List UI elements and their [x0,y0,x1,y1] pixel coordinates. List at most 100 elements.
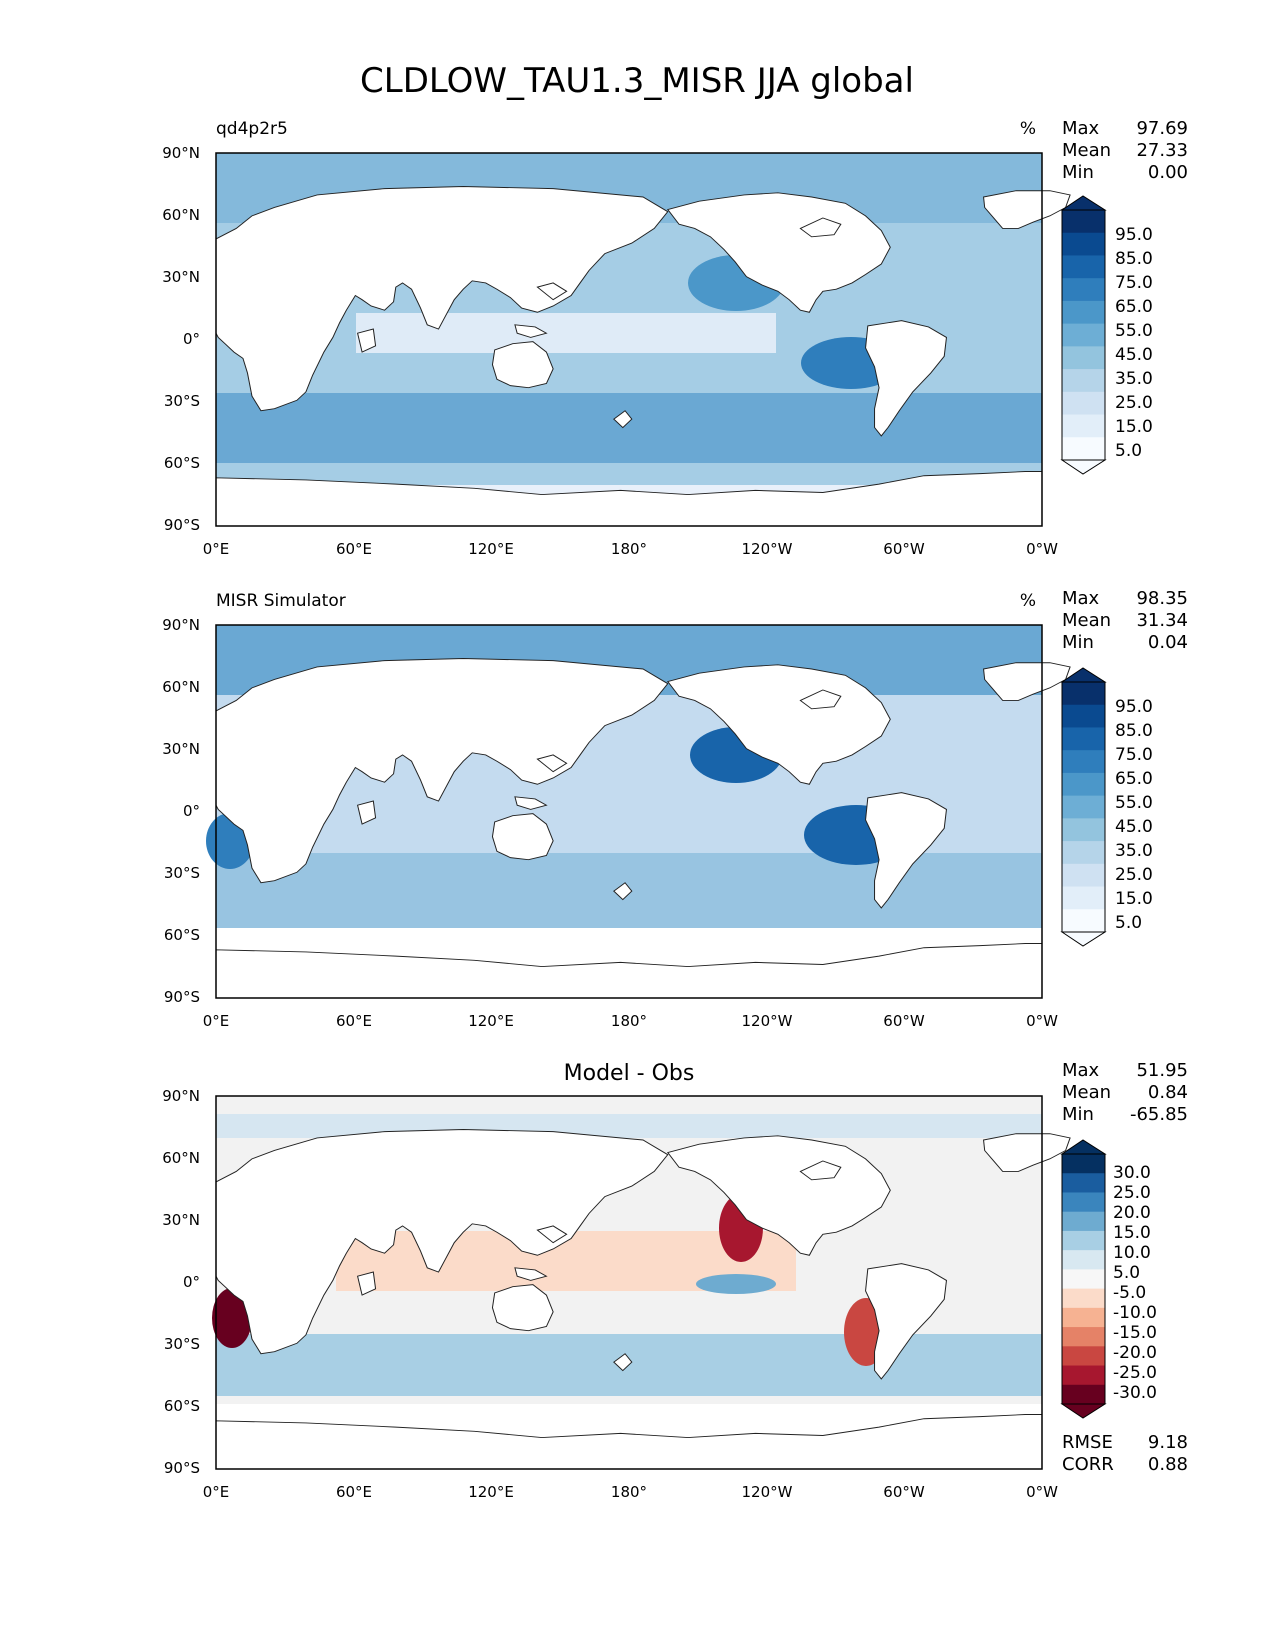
panel-difference-y-ticks: 90°N 60°N 30°N 0° 30°S 60°S 90°S [162,1087,200,1477]
stat-value: 31.34 [1136,610,1188,631]
lon-tick: 180° [611,1012,647,1030]
colorbar-swatch [1062,909,1105,933]
lon-tick: 0°W [1026,1012,1058,1030]
panel-test-x-ticks: 0°E 60°E 120°E 180° 120°W 60°W 0°W [203,540,1058,558]
colorbar-swatch [1062,818,1105,842]
stat-label: Mean [1062,610,1111,631]
lon-tick: 60°W [883,1483,925,1501]
stat-value: 27.33 [1136,140,1188,161]
colorbar-level: 25.0 [1113,1183,1151,1203]
colorbar-swatch [1062,1154,1105,1174]
stat-label: Min [1062,632,1094,653]
stat-value: 0.84 [1148,1082,1188,1103]
lon-tick: 0°W [1026,540,1058,558]
lon-tick: 0°E [203,540,230,558]
colorbar-level: 20.0 [1113,1203,1151,1223]
colorbar-level: 75.0 [1115,273,1153,293]
stat-value: 98.35 [1136,588,1188,609]
colorbar-swatch [1062,772,1105,797]
colorbar-level: 95.0 [1115,697,1153,717]
lat-tick: 30°N [162,740,200,758]
colorbar-level: 15.0 [1115,889,1153,909]
lon-tick: 60°E [336,540,372,558]
panel-difference-map [212,1095,1071,1470]
colorbar-swatch [1062,795,1105,819]
colorbar-level: 65.0 [1115,297,1153,317]
panel-difference-colorbar: 30.0 25.0 20.0 15.0 10.0 5.0 -5.0 -10.0 … [1060,1139,1157,1419]
lon-tick: 60°W [883,540,925,558]
colorbar-swatch [1062,750,1105,774]
colorbar-level: 10.0 [1113,1243,1151,1263]
colorbar-level: 5.0 [1115,441,1142,461]
lon-tick: 180° [611,540,647,558]
panel-reference-title: MISR Simulator [216,591,346,611]
stat-label: CORR [1062,1454,1114,1475]
colorbar-swatch [1062,1250,1105,1270]
lon-tick: 0°W [1026,1483,1058,1501]
colorbar-swatch [1062,1230,1105,1251]
colorbar-swatch [1062,1384,1105,1405]
lon-tick: 60°E [336,1483,372,1501]
panel-test-band-tropics [356,313,776,353]
colorbar-swatch [1062,346,1105,370]
panel-difference-title: Model - Obs [564,1061,695,1086]
stat-value: -65.85 [1130,1104,1188,1125]
colorbar-swatch [1062,255,1105,279]
panel-test-y-ticks: 90°N 60°N 30°N 0° 30°S 60°S 90°S [162,144,200,534]
colorbar-swatch [1062,1365,1105,1386]
panel-reference-frame [215,624,1043,999]
stat-value: 0.88 [1148,1454,1188,1475]
panel-difference-extra-stats: RMSE 9.18 CORR 0.88 [1062,1432,1188,1475]
colorbar-swatch [1062,278,1105,302]
stat-value: 0.00 [1148,162,1188,183]
lon-tick: 120°E [468,1483,514,1501]
lat-tick: 60°S [164,1397,200,1415]
lon-tick: 120°W [742,540,793,558]
colorbar-swatch [1062,886,1105,910]
colorbar-swatch [1062,300,1105,325]
lat-tick: 90°N [162,144,200,162]
lon-tick: 60°W [883,1012,925,1030]
colorbar-swatch [1062,863,1105,888]
panel-test-band-southern [216,393,1042,463]
panel-test-units: % [1020,119,1036,139]
lat-tick: 90°S [164,1459,200,1477]
colorbar-swatch [1062,1173,1105,1193]
colorbar-level: 30.0 [1113,1163,1151,1183]
colorbar-level: -10.0 [1113,1303,1157,1323]
panel-reference-units: % [1020,591,1036,611]
stat-label: Max [1062,588,1100,609]
colorbar-swatch [1062,1192,1105,1213]
colorbar-level: 5.0 [1113,1263,1140,1283]
lat-tick: 90°N [162,616,200,634]
stat-label: Mean [1062,140,1111,161]
lat-tick: 90°N [162,1087,200,1105]
panel-test-frame [215,152,1043,527]
colorbar-swatch [1062,391,1105,416]
panel-reference-map [206,624,1071,999]
panel-reference-stats: Max 98.35 Mean 31.34 Min 0.04 [1062,588,1188,653]
lat-tick: 0° [183,802,200,820]
colorbar-swatch [1062,1288,1105,1309]
panel-test: qd4p2r5 % Max 97.69 Mean 27.33 Min 0.00 [162,118,1188,558]
colorbar-swatch [1062,727,1105,751]
stat-label: Max [1062,1060,1100,1081]
colorbar-swatch [1062,323,1105,347]
panel-test-stats: Max 97.69 Mean 27.33 Min 0.00 [1062,118,1188,183]
colorbar-level: -20.0 [1113,1343,1157,1363]
panel-difference-x-ticks: 0°E 60°E 120°E 180° 120°W 60°W 0°W [203,1483,1058,1501]
stat-label: Min [1062,1104,1094,1125]
lat-tick: 30°S [164,392,200,410]
colorbar-swatch [1062,682,1105,706]
colorbar-swatch [1062,1346,1105,1367]
colorbar-level: 95.0 [1115,225,1153,245]
stat-label: Min [1062,162,1094,183]
lat-tick: 60°N [162,678,200,696]
colorbar-level: 55.0 [1115,793,1153,813]
lat-tick: 30°S [164,864,200,882]
colorbar-level: 55.0 [1115,321,1153,341]
panel-difference-stats: Max 51.95 Mean 0.84 Min -65.85 [1062,1060,1188,1125]
colorbar-level: 85.0 [1115,249,1153,269]
panel-reference-x-ticks: 0°E 60°E 120°E 180° 120°W 60°W 0°W [203,1012,1058,1030]
